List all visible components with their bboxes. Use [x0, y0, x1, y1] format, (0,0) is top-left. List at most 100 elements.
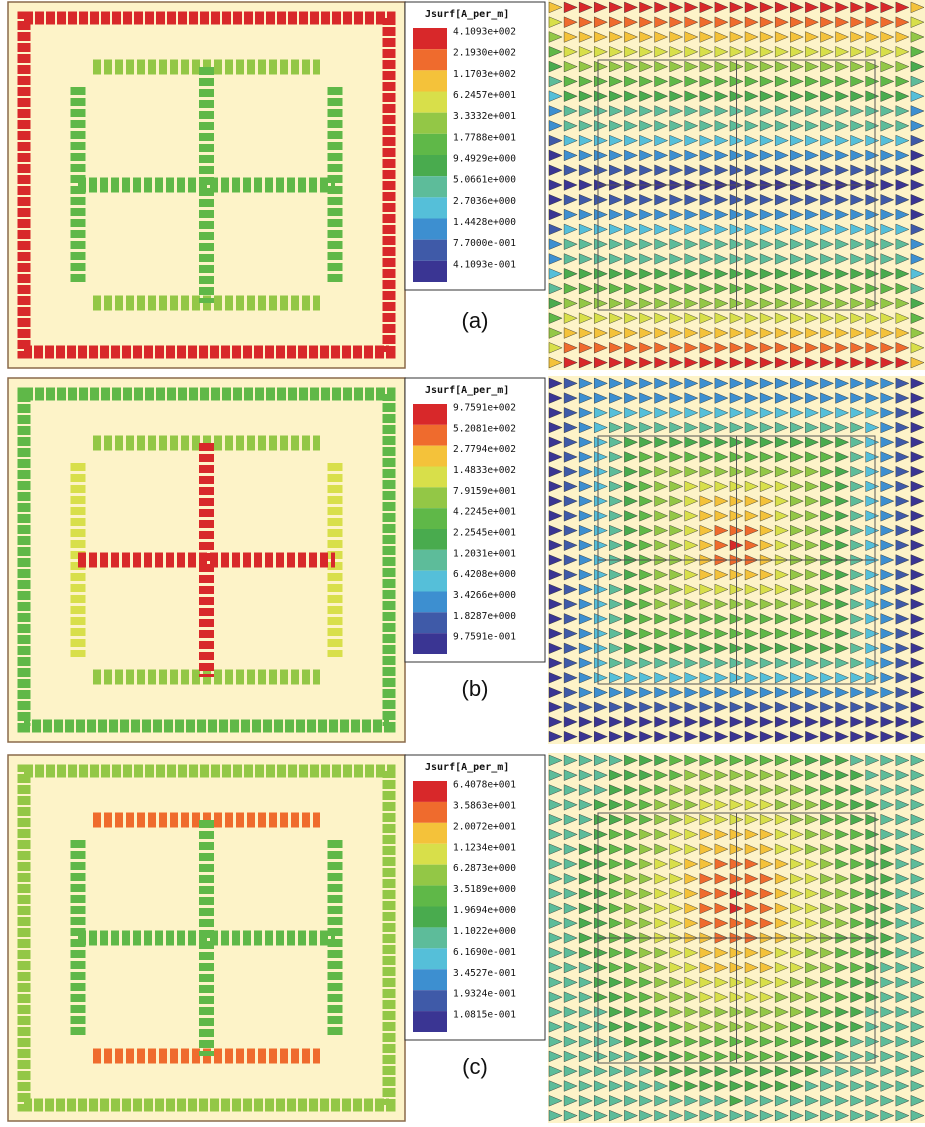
field-arrow — [639, 451, 654, 463]
field-arrow — [563, 701, 578, 713]
field-arrow — [744, 312, 759, 324]
field-arrow — [654, 1109, 669, 1122]
field-arrow — [865, 887, 880, 900]
field-arrow — [880, 312, 895, 324]
field-arrow — [775, 730, 789, 743]
field-arrow — [775, 873, 789, 885]
field-arrow — [820, 194, 835, 206]
field-arrow — [790, 238, 804, 250]
outer-ring — [17, 387, 396, 733]
field-arrow — [790, 223, 804, 236]
field-arrow — [775, 238, 789, 250]
field-arrow — [548, 282, 563, 295]
field-arrow — [578, 858, 593, 870]
field-arrow — [548, 377, 563, 390]
field-arrow — [548, 407, 563, 419]
field-arrow — [714, 466, 729, 478]
field-arrow — [639, 873, 654, 885]
field-arrow — [639, 105, 654, 117]
field-arrow — [669, 60, 684, 73]
field-arrow — [805, 976, 819, 989]
field-arrow — [699, 598, 714, 610]
field-arrow — [775, 657, 789, 669]
field-arrow — [790, 569, 804, 581]
field-arrow — [639, 1035, 654, 1048]
field-arrow — [850, 1050, 865, 1063]
field-arrow — [865, 1095, 880, 1107]
field-arrow — [699, 342, 714, 354]
field-arrow — [548, 480, 563, 493]
field-arrow — [880, 730, 895, 743]
field-arrow — [775, 436, 789, 448]
field-arrow — [850, 991, 865, 1003]
field-arrow — [835, 657, 850, 669]
field-arrow — [669, 120, 684, 132]
field-arrow — [563, 784, 578, 796]
field-arrow — [563, 642, 578, 654]
field-arrow — [850, 282, 865, 295]
field-arrow — [850, 1095, 865, 1107]
field-arrow — [895, 451, 910, 463]
field-arrow — [714, 268, 729, 280]
field-arrow — [669, 598, 684, 610]
field-arrow — [910, 223, 925, 236]
field-arrow — [835, 297, 850, 310]
field-arrow — [835, 1095, 850, 1107]
field-arrow — [684, 312, 699, 324]
field-arrow — [684, 828, 699, 841]
legend-label: 9.7591e-001 — [453, 632, 516, 643]
field-arrow — [624, 976, 639, 989]
field-arrow — [820, 1080, 835, 1092]
field-arrow — [775, 672, 789, 684]
field-arrow — [865, 208, 880, 221]
field-arrow — [850, 947, 865, 959]
field-arrow — [820, 961, 835, 974]
field-arrow — [805, 730, 819, 743]
field-arrow — [639, 342, 654, 354]
field-arrow — [759, 769, 774, 781]
field-arrow — [578, 238, 593, 250]
field-arrow — [820, 268, 835, 280]
field-arrow — [775, 976, 789, 989]
field-arrow — [865, 917, 880, 929]
field-arrow — [805, 1006, 819, 1018]
field-arrow — [790, 120, 804, 132]
field-arrow — [669, 887, 684, 900]
field-arrow — [744, 1050, 759, 1063]
field-arrow — [669, 356, 684, 369]
field-arrow — [684, 1006, 699, 1018]
field-arrow — [895, 598, 910, 610]
field-arrow — [684, 716, 699, 728]
field-arrow — [790, 356, 804, 369]
field-arrow — [880, 1021, 895, 1033]
field-arrow — [609, 672, 623, 684]
field-arrow — [609, 799, 623, 811]
field-arrow — [775, 510, 789, 522]
field-arrow — [684, 268, 699, 280]
field-arrow — [835, 436, 850, 448]
field-arrow — [820, 495, 835, 507]
field-arrow — [684, 569, 699, 581]
field-arrow — [820, 480, 835, 493]
field-arrow — [880, 480, 895, 493]
field-arrow — [578, 510, 593, 522]
field-arrow — [805, 208, 819, 221]
field-arrow — [759, 421, 774, 434]
field-arrow — [790, 451, 804, 463]
field-arrow — [850, 164, 865, 176]
field-arrow — [744, 297, 759, 310]
color-swatch — [413, 529, 447, 550]
field-arrow — [910, 297, 925, 310]
field-arrow — [594, 784, 608, 796]
field-arrow — [850, 799, 865, 811]
field-arrow — [820, 510, 835, 522]
field-arrow — [805, 524, 819, 537]
field-arrow — [609, 858, 623, 870]
field-arrow — [639, 657, 654, 669]
field-arrow — [654, 297, 669, 310]
field-arrow — [850, 105, 865, 117]
field-arrow — [759, 238, 774, 250]
field-arrow — [895, 1095, 910, 1107]
field-arrow — [624, 613, 639, 625]
field-arrow — [729, 312, 744, 324]
